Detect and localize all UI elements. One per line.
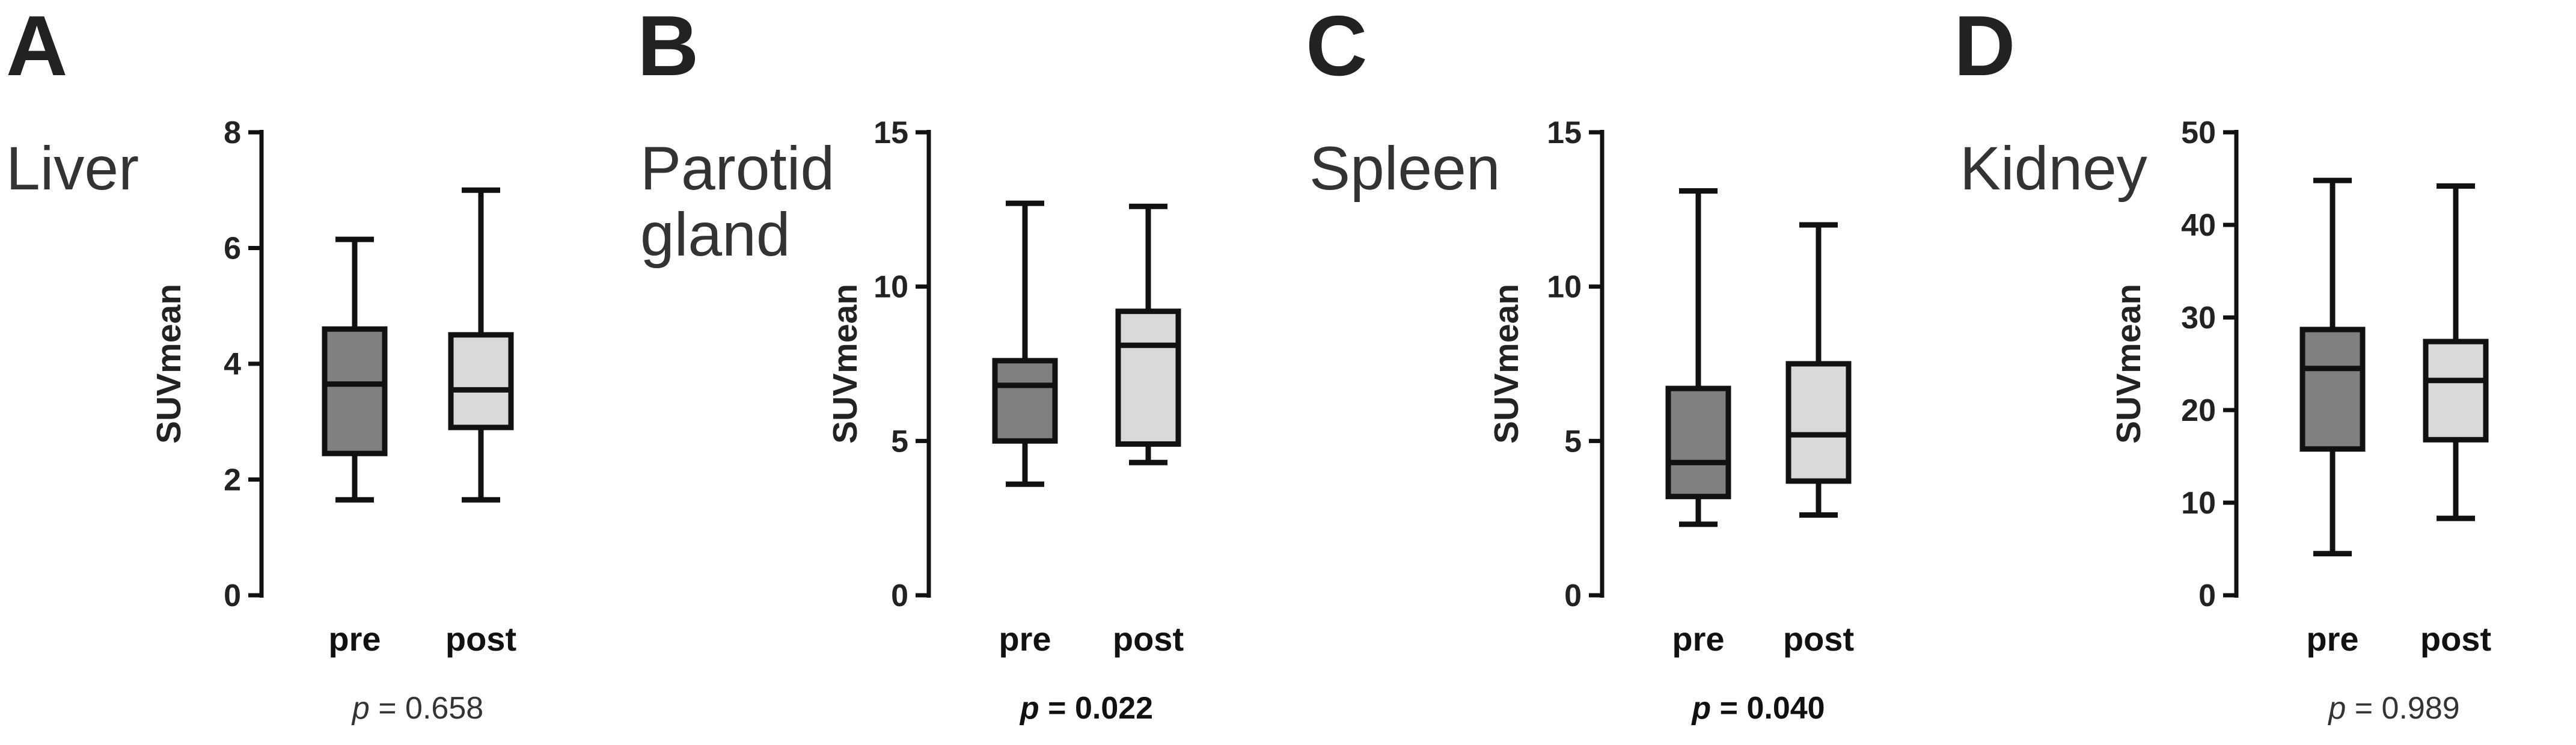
x-category-label: post <box>1113 620 1184 658</box>
panel-title-spleen: Spleen <box>1309 134 1501 203</box>
x-category-label: pre <box>328 620 381 658</box>
p-value-label: p = 0.658 <box>351 691 483 726</box>
plot-parotid-gland: 0 5 10 15 SUVmean pre post p = 0.022 <box>826 115 1184 726</box>
p-symbol: p <box>2327 691 2346 726</box>
y-tick-label: 30 <box>2181 301 2216 336</box>
panel-letter-d: D <box>1954 0 2016 94</box>
p-value-text: = 0.658 <box>370 691 483 726</box>
x-category-label: post <box>1783 620 1854 658</box>
y-tick-label: 5 <box>891 424 908 459</box>
box-post <box>1115 203 1181 465</box>
p-symbol: p <box>1690 691 1711 726</box>
box-pre <box>2299 177 2366 557</box>
y-tick-label: 8 <box>224 115 241 150</box>
y-axis-title: SUVmean <box>2109 284 2148 444</box>
panel-title-parotid-line-1: Parotid <box>640 134 834 203</box>
box-pre <box>322 236 388 503</box>
box-iqr <box>1115 308 1181 447</box>
p-value-text: = 0.989 <box>2346 691 2459 726</box>
x-category-label: post <box>2420 620 2491 658</box>
box-iqr <box>1665 385 1731 500</box>
p-value-label: p = 0.989 <box>2327 691 2459 726</box>
box-iqr <box>2299 327 2366 452</box>
y-tick-label: 0 <box>891 578 908 613</box>
x-category-label: pre <box>2306 620 2358 658</box>
y-tick-label: 4 <box>224 347 241 382</box>
y-tick-label: 10 <box>2181 486 2216 521</box>
p-value-label: p = 0.040 <box>1690 691 1825 726</box>
x-category-label: post <box>445 620 516 658</box>
box-post <box>1785 222 1852 518</box>
panel-a: A Liver 0 2 4 6 8 SUVmean pre post p = 0.658 <box>6 0 516 726</box>
box-post <box>448 187 514 503</box>
plot-kidney: 0 10 20 30 40 50 SUVmean pre post p = 0.989 <box>2109 115 2491 726</box>
panel-title-kidney: Kidney <box>1960 134 2147 203</box>
y-tick-label: 40 <box>2181 208 2216 243</box>
p-value-label: p = 0.022 <box>1019 691 1153 726</box>
y-tick-label: 15 <box>873 115 908 150</box>
box-pre <box>992 200 1058 487</box>
y-tick-label: 0 <box>2198 578 2216 613</box>
y-tick-label: 10 <box>873 270 908 305</box>
y-tick-label: 10 <box>1547 270 1582 305</box>
y-tick-label: 5 <box>1564 424 1582 459</box>
y-axis-title: SUVmean <box>150 284 188 444</box>
plot-spleen: 0 5 10 15 SUVmean pre post p = 0.040 <box>1487 115 1854 726</box>
y-tick-label: 50 <box>2181 115 2216 150</box>
panel-letter-b: B <box>637 0 699 94</box>
panel-letter-c: C <box>1306 0 1368 94</box>
box-iqr <box>448 332 514 431</box>
panel-title-liver: Liver <box>6 134 139 203</box>
box-iqr <box>1785 361 1852 484</box>
y-tick-label: 0 <box>224 578 241 613</box>
box-iqr <box>2423 339 2489 443</box>
y-tick-label: 6 <box>224 231 241 266</box>
y-tick-label: 0 <box>1564 578 1582 613</box>
box-iqr <box>992 358 1058 444</box>
panel-b: B Parotid gland 0 5 10 15 SUVmean pre post p = … <box>637 0 1184 726</box>
panel-d: D Kidney 0 10 20 30 40 50 SUVmean pre post p = 0.… <box>1954 0 2491 726</box>
panel-title-parotid-line-2: gland <box>640 200 791 269</box>
p-symbol: p <box>1019 691 1039 726</box>
panel-c: C Spleen 0 5 10 15 SUVmean pre post p = 0.040 <box>1306 0 1854 726</box>
y-tick-label: 20 <box>2181 393 2216 428</box>
p-symbol: p <box>351 691 370 726</box>
x-category-label: pre <box>1672 620 1724 658</box>
box-pre <box>1665 188 1731 527</box>
y-axis-title: SUVmean <box>1487 284 1526 444</box>
y-axis-title: SUVmean <box>826 284 864 444</box>
plot-liver: 0 2 4 6 8 SUVmean pre post p = 0.658 <box>150 115 516 726</box>
y-tick-label: 15 <box>1547 115 1582 150</box>
panel-letter-a: A <box>6 0 68 94</box>
y-tick-label: 2 <box>224 463 241 498</box>
p-value-text: = 0.040 <box>1711 691 1825 726</box>
p-value-text: = 0.022 <box>1039 691 1153 726</box>
x-category-label: pre <box>999 620 1051 658</box>
box-post <box>2423 183 2489 521</box>
box-iqr <box>322 326 388 456</box>
